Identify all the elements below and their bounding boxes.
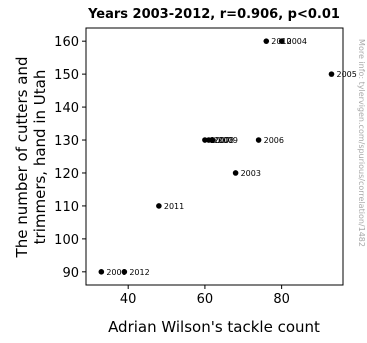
data-point [232, 170, 239, 176]
data-point-label: 2010 [271, 37, 291, 46]
y-axis-label-line-2: trimmers, hand in Utah [31, 70, 49, 245]
chart-title: Years 2003-2012, r=0.906, p<0.01 [87, 7, 340, 22]
data-point [156, 203, 162, 209]
y-axis-label: The number of cutters and trimmers, hand… [13, 57, 49, 259]
data-point [278, 38, 285, 44]
data-point-label: 2007 [210, 136, 230, 145]
data-point-label: 2008 [214, 136, 234, 145]
y-tick-label: 150 [54, 68, 79, 83]
y-tick-label: 140 [54, 101, 79, 116]
x-tick-label: 80 [273, 292, 290, 307]
x-tick-label: 60 [197, 292, 214, 307]
data-point-label: 2009 [218, 136, 238, 145]
plot-area [85, 27, 344, 286]
data-point [209, 137, 216, 143]
y-tick-label: 120 [54, 167, 79, 182]
data-point-label: 2006 [264, 136, 284, 145]
data-point-label: 2000 [106, 268, 126, 277]
data-point-label: 2004 [287, 37, 307, 46]
data-point [255, 137, 262, 143]
data-point-label: 2012 [129, 268, 149, 277]
watermark-text: More info: tylervigen.com/spurious/corre… [357, 39, 366, 247]
x-tick-label: 40 [120, 292, 137, 307]
x-axis-label: Adrian Wilson's tackle count [108, 318, 320, 336]
y-tick-label: 110 [54, 200, 79, 215]
data-point-label: 2011 [164, 202, 184, 211]
y-tick-label: 100 [54, 233, 79, 248]
data-point [98, 269, 105, 275]
x-axis-ticks: 40 60 80 [120, 285, 290, 307]
y-tick-label: 90 [62, 266, 79, 281]
data-point-label: 2003 [241, 169, 261, 178]
y-axis-ticks: 90 100 110 120 130 140 150 160 [54, 35, 86, 281]
data-point [263, 38, 270, 44]
y-axis-label-line-1: The number of cutters and [13, 57, 31, 259]
data-point [205, 137, 212, 143]
data-point [121, 269, 128, 275]
y-tick-label: 160 [54, 35, 79, 50]
data-point [328, 71, 335, 77]
data-point-label: 2005 [336, 70, 356, 79]
data-point [202, 137, 208, 143]
y-tick-label: 130 [54, 134, 79, 149]
